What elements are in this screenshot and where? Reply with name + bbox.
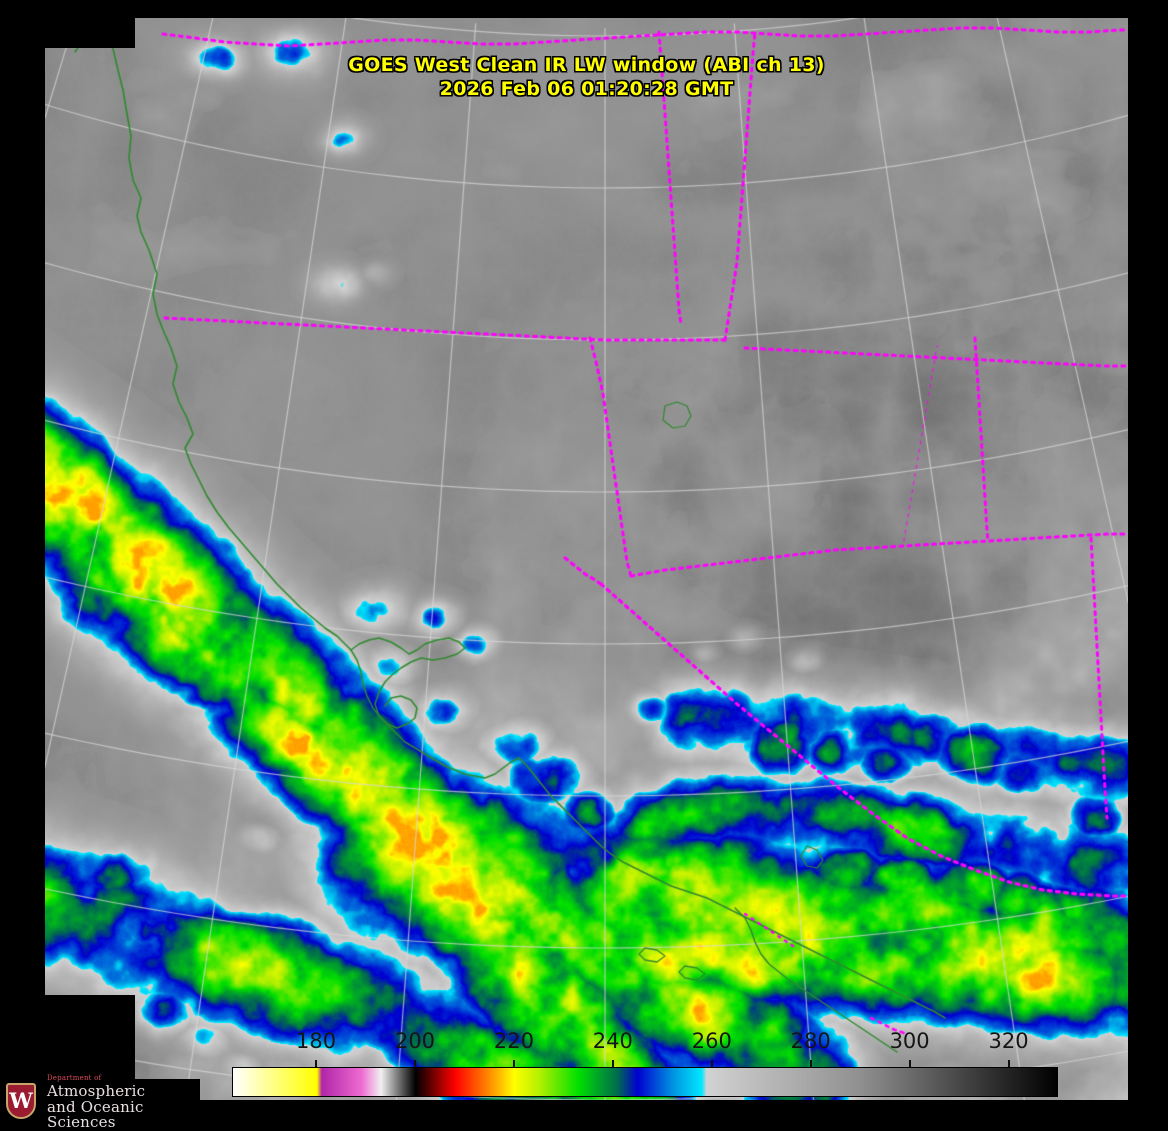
colorbar-tick-mark: [414, 1060, 416, 1068]
colorbar-tick-mark: [512, 1060, 515, 1068]
colorbar-tick-label: 300: [889, 1029, 930, 1053]
colorbar-tick-label: 180: [296, 1029, 337, 1053]
satellite-image: [45, 18, 1128, 1100]
logo-name-line-2: and Oceanic Sciences: [47, 1097, 144, 1131]
colorbar-tick-label: 260: [691, 1029, 732, 1053]
colorbar-tick-label: 200: [394, 1029, 436, 1053]
colorbar-tick-label: 320: [988, 1029, 1029, 1053]
colorbar-tick-marks: [232, 1060, 1058, 1068]
logo-dept-line: Department of: [47, 1073, 102, 1082]
frame-mask-top: [0, 0, 1168, 18]
ir-brightness-temperature-raster: [45, 18, 1128, 1100]
colorbar: 180 200 220 240 260 280 300 320: [232, 1029, 1058, 1097]
logo-name-line-1: Atmospheric: [47, 1081, 146, 1100]
colorbar-tick-mark: [908, 1060, 911, 1068]
logo-text: Department of Atmospheric and Oceanic Sc…: [47, 1073, 200, 1131]
colorbar-tick-mark: [1007, 1060, 1010, 1068]
colorbar-tick-label: 280: [790, 1029, 831, 1053]
frame-mask-right: [1128, 0, 1168, 1125]
colorbar-tick-labels: 180 200 220 240 260 280 300 320: [232, 1029, 1058, 1063]
colorbar-tick-label: 220: [493, 1029, 534, 1053]
colorbar-tick-mark: [809, 1060, 812, 1068]
colorbar-tick-mark: [315, 1060, 318, 1068]
frame-mask-left: [0, 0, 45, 1125]
colorbar-tick-label: 240: [592, 1029, 633, 1053]
crest-shield: [6, 1083, 36, 1119]
colorbar-gradient: [232, 1067, 1058, 1097]
crest-w-letter: W: [9, 1088, 33, 1113]
uw-aos-logo: W Department of Atmospheric and Oceanic …: [0, 1074, 200, 1129]
frame-mask-corner-tl: [45, 18, 135, 48]
colorbar-tick-mark: [710, 1060, 713, 1068]
uw-crest-icon: W: [2, 1081, 40, 1123]
colorbar-tick-mark: [611, 1060, 614, 1068]
